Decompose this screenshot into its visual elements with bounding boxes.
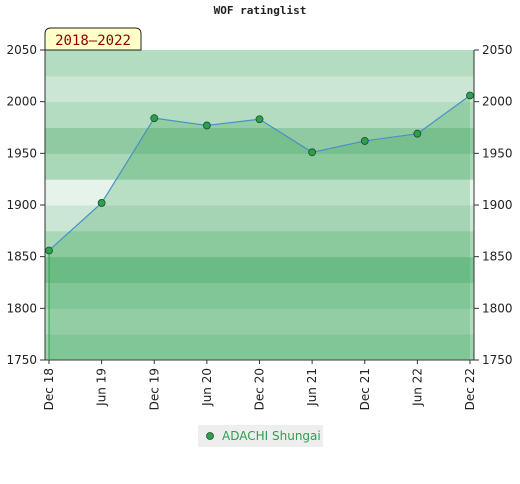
- point: [255, 115, 264, 124]
- y-tick-label: 1800: [6, 301, 37, 315]
- y2-tick-label: 2000: [482, 95, 513, 109]
- band: [45, 179, 474, 206]
- area: [49, 95, 470, 360]
- point: [97, 199, 106, 207]
- band: [45, 127, 474, 154]
- x-tick-label: Dec 22: [463, 368, 477, 410]
- band: [45, 256, 474, 283]
- legend-label: ADACHI Shungai: [222, 429, 321, 443]
- point: [45, 246, 53, 255]
- band: [45, 282, 474, 309]
- y2-tick-label: 2050: [482, 43, 513, 57]
- band: [45, 205, 474, 232]
- subtitle-badge: [44, 27, 142, 51]
- y2-tick-label: 1950: [482, 146, 513, 160]
- x-tick-label: Dec 20: [253, 368, 267, 410]
- x-tick-label: Dec 19: [147, 368, 161, 410]
- legend-box: [198, 425, 323, 447]
- legend-marker: [206, 432, 214, 440]
- subtitle: 2018–2022: [55, 33, 131, 49]
- y-tick-label: 2000: [6, 95, 37, 109]
- y2-tick-label: 1800: [482, 301, 513, 315]
- band: [45, 308, 474, 335]
- band: [45, 230, 474, 258]
- chart-title: WOF ratinglist: [214, 4, 307, 17]
- band: [45, 153, 474, 180]
- point: [150, 114, 159, 123]
- x-tick-label: Jun 19: [95, 368, 109, 407]
- band: [45, 334, 474, 361]
- y2-tick-label: 1900: [482, 198, 513, 212]
- y2-tick-label: 1750: [482, 353, 513, 367]
- band: [45, 75, 474, 103]
- x-tick-label: Dec 21: [358, 368, 372, 410]
- x-tick-label: Dec 18: [42, 368, 56, 410]
- band: [45, 101, 474, 128]
- point: [202, 121, 211, 130]
- y-tick-label: 1750: [6, 353, 37, 367]
- x-tick-label: Jun 20: [200, 368, 214, 407]
- x-tick-label: Jun 22: [410, 368, 424, 407]
- point: [413, 129, 422, 138]
- y2-tick-label: 1850: [482, 250, 513, 264]
- point: [360, 137, 369, 145]
- band: [45, 50, 474, 77]
- x-tick-label: Jun 21: [305, 368, 319, 407]
- y-tick-label: 1950: [6, 146, 37, 160]
- y-tick-label: 1850: [6, 250, 37, 264]
- y-tick-label: 2050: [6, 43, 37, 57]
- point: [308, 148, 317, 157]
- y-tick-label: 1900: [6, 198, 37, 212]
- point: [466, 91, 474, 100]
